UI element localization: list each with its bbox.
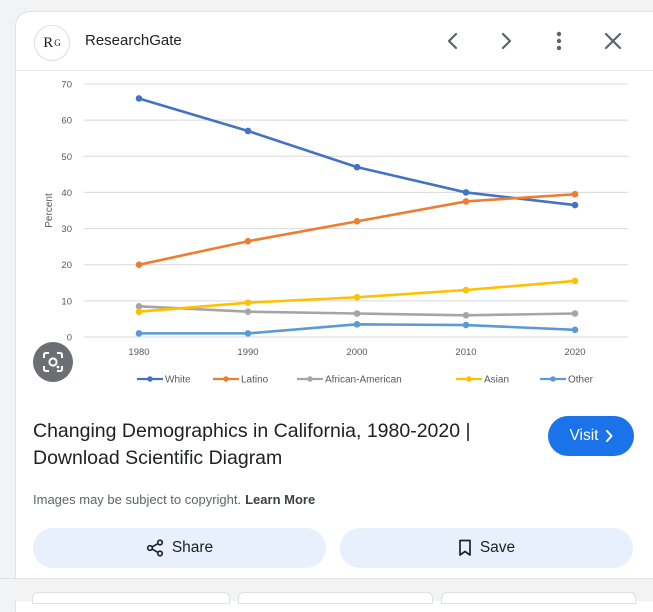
x-tick-label: 1980 [128, 347, 149, 358]
data-point [244, 330, 252, 337]
learn-more-link[interactable]: Learn More [245, 492, 316, 507]
data-point [462, 189, 470, 196]
share-label: Share [171, 539, 214, 556]
data-point [135, 302, 143, 310]
site-name[interactable]: ResearchGate [85, 32, 182, 49]
share-button[interactable]: Share [33, 528, 326, 568]
chevron-right-icon [501, 32, 512, 50]
logo-letter: R [43, 34, 54, 51]
data-point [353, 163, 361, 171]
data-point [353, 218, 361, 225]
lens-button[interactable] [33, 342, 73, 382]
y-tick-label: 60 [61, 116, 72, 127]
chart-image[interactable]: 0 10 20 30 40 50 60 70 Percent 1980 1990 2000 2010 20… [16, 71, 653, 398]
series-line [137, 97, 577, 207]
data-point [571, 201, 579, 209]
x-tick-label: 2020 [564, 347, 585, 358]
save-label: Save [479, 539, 516, 556]
previous-button[interactable] [440, 28, 466, 54]
x-tick-label: 1990 [237, 347, 258, 358]
copyright-text: Images may be subject to copyright. [33, 492, 242, 507]
data-point [462, 321, 470, 329]
data-point [462, 198, 470, 205]
data-point [571, 310, 579, 317]
data-point [571, 190, 579, 198]
visit-label: Visit [569, 427, 599, 444]
data-point [353, 293, 361, 301]
legend-label: Asian [484, 375, 509, 386]
result-title[interactable]: Changing Demographics in California, 198… [33, 420, 471, 469]
share-icon [146, 539, 163, 557]
data-point [571, 277, 579, 285]
data-point [571, 326, 579, 334]
logo-sup: G [54, 38, 61, 48]
legend-label: African-American [325, 375, 402, 386]
more-options-button[interactable] [546, 28, 572, 54]
legend-label: White [165, 375, 191, 386]
visit-button[interactable]: Visit [548, 416, 634, 456]
legend-swatch-point [307, 376, 313, 382]
legend-label: Other [568, 375, 594, 386]
data-point [353, 321, 361, 328]
legend-swatch-point [550, 376, 556, 382]
x-tick-label: 2000 [346, 347, 367, 358]
save-button[interactable]: Save [340, 528, 633, 568]
y-tick-label: 70 [61, 80, 72, 91]
chevron-right-icon [605, 430, 612, 442]
google-lens-icon [43, 352, 63, 372]
line-chart: 0 10 20 30 40 50 60 70 Percent 1980 1990 2000 2010 20… [44, 80, 628, 386]
bookmark-icon [458, 539, 471, 556]
legend-swatch-point [466, 376, 472, 382]
x-tick-label: 2010 [455, 347, 476, 358]
more-vert-icon [556, 31, 562, 51]
data-point [462, 312, 470, 319]
y-tick-label: 20 [61, 260, 72, 271]
close-icon [604, 32, 622, 50]
close-button[interactable] [600, 28, 626, 54]
y-tick-label: 10 [61, 296, 72, 307]
y-tick-label: 0 [67, 333, 72, 344]
data-point [135, 330, 143, 337]
related-image-thumbnail[interactable] [238, 592, 433, 604]
related-image-thumbnail[interactable] [32, 592, 230, 604]
related-image-thumbnail[interactable] [441, 592, 636, 604]
y-tick-label: 40 [61, 188, 72, 199]
next-button[interactable] [493, 28, 519, 54]
y-axis-label: Percent [44, 193, 55, 228]
result-details: Changing Demographics in California, 198… [16, 398, 653, 612]
y-tick-label: 50 [61, 152, 72, 163]
y-tick-label: 30 [61, 224, 72, 235]
legend-label: Latino [241, 375, 269, 386]
data-point [244, 299, 252, 306]
data-point [244, 308, 252, 315]
data-point [244, 127, 252, 135]
legend-swatch-point [147, 376, 153, 382]
data-point [135, 261, 143, 269]
copyright-notice: Images may be subject to copyright. Learn… [33, 492, 315, 507]
data-point [244, 237, 252, 245]
chevron-left-icon [447, 32, 458, 50]
data-point [135, 308, 143, 315]
data-point [135, 95, 143, 102]
series-line [137, 192, 577, 267]
data-point [462, 286, 470, 294]
legend-swatch-point [223, 376, 229, 382]
data-point [353, 310, 361, 317]
